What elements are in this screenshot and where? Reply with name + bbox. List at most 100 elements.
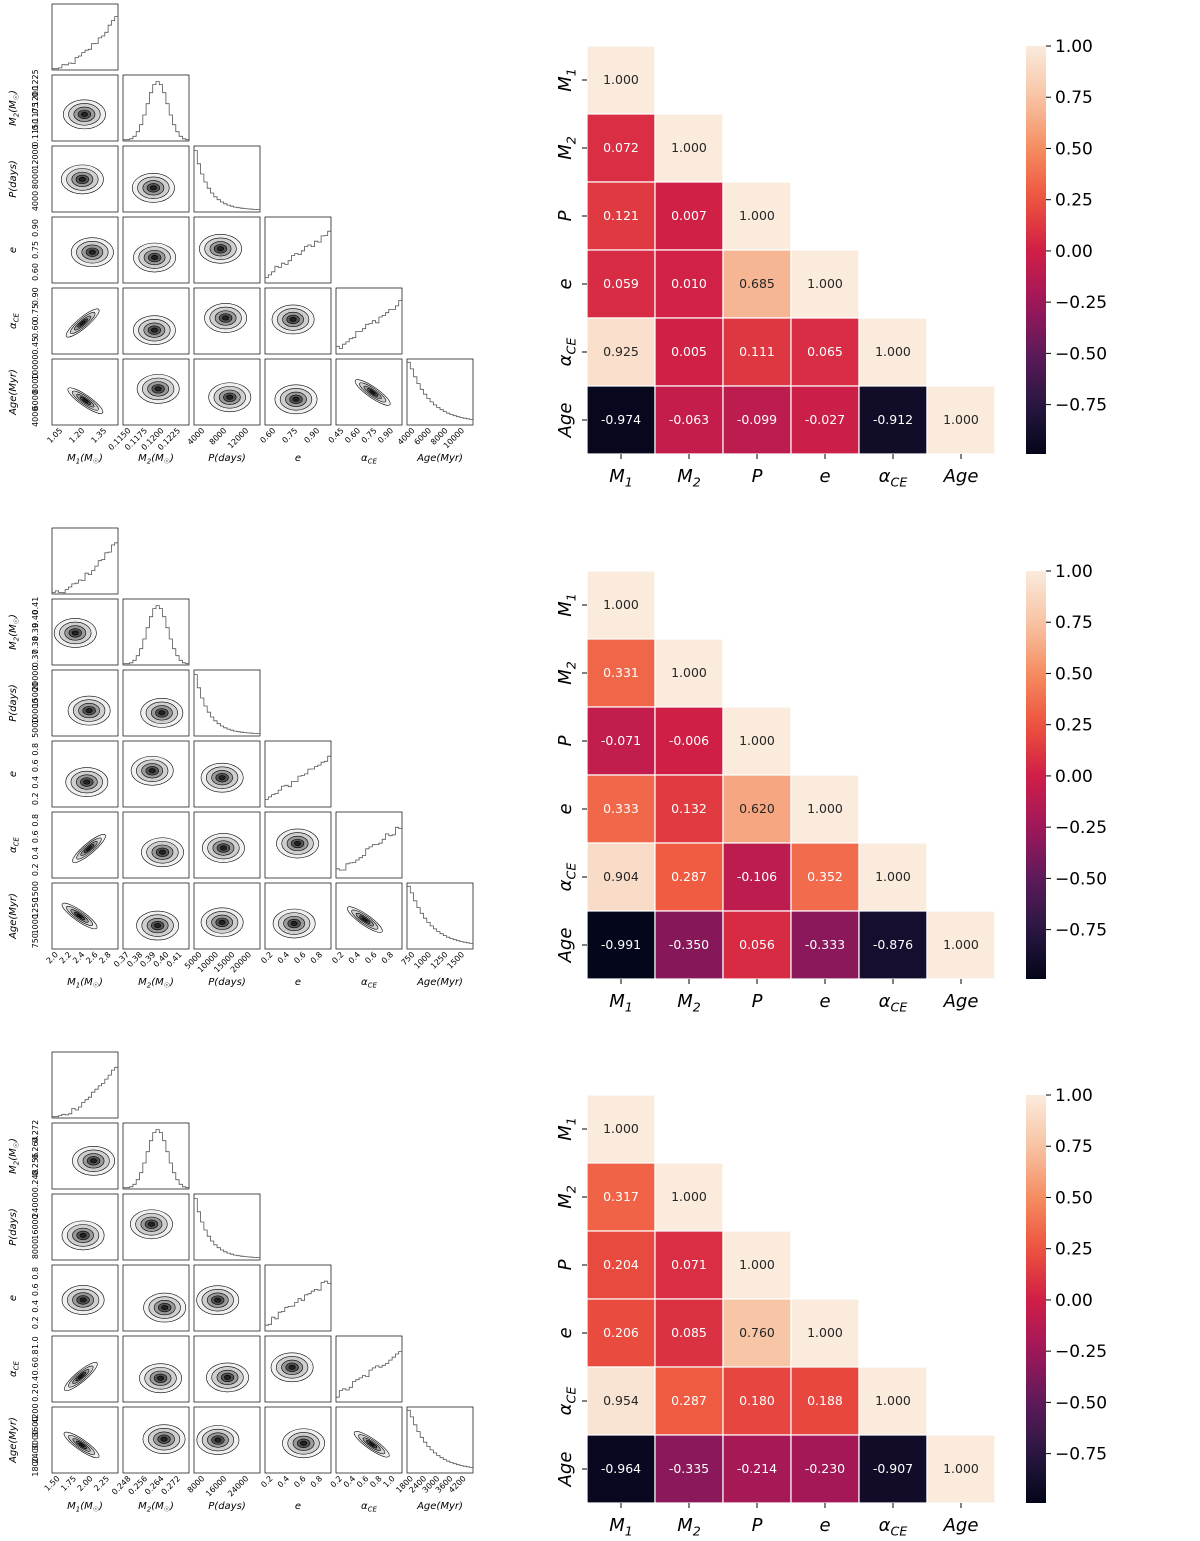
- heatmap-xlabel: M2​: [677, 466, 701, 490]
- corner-xtick: 1.50: [43, 1474, 62, 1493]
- colorbar-tick: −0.75: [1055, 921, 1107, 941]
- corner-cell: [122, 598, 190, 666]
- heatmap-ylabel: M1​: [555, 593, 579, 617]
- heatmap-value: 1.000: [603, 597, 639, 612]
- corner-ytick: 0.2: [31, 1389, 40, 1402]
- corner-cell: [335, 287, 403, 355]
- heatmap-ylabel: M2​: [555, 1185, 579, 1209]
- heatmap-value: 0.331: [603, 665, 639, 680]
- corner-cell: [51, 74, 119, 142]
- density-contour: [289, 316, 297, 322]
- heatmap-xlabel: M2​: [677, 991, 701, 1015]
- corner-xlabel: M1​(M☉​): [67, 977, 103, 990]
- corner-ytick: 750: [31, 933, 40, 948]
- corner-cell: [122, 1193, 190, 1261]
- heatmap-xlabel: P: [752, 466, 763, 487]
- density-contour: [300, 1440, 308, 1446]
- corner-xlabel: M1​(M☉​): [67, 1501, 103, 1514]
- density-contour: [79, 320, 86, 326]
- corner-frame: [51, 3, 119, 71]
- heatmap-value: 0.352: [807, 869, 843, 884]
- histogram: [406, 885, 474, 949]
- corner-cell: [193, 287, 261, 355]
- corner-xtick: 1500: [445, 950, 466, 971]
- corner-ylabel: P(days): [8, 1208, 19, 1245]
- density-contour: [226, 394, 234, 400]
- corner-cell: [264, 1264, 332, 1332]
- colorbar-tick: 0.50: [1055, 664, 1093, 684]
- heatmap-cell: [654, 774, 724, 844]
- corner-frame: [406, 358, 474, 426]
- corner-frame: [264, 216, 332, 284]
- heatmap-cell: [722, 181, 792, 251]
- heatmap-value: 1.000: [943, 1461, 979, 1476]
- corner-cell: [335, 811, 403, 879]
- corner-xlabel: M2​(M☉​): [138, 977, 174, 990]
- heatmap-cell: [790, 774, 860, 844]
- corner-ytick: 0.75: [31, 241, 40, 259]
- corner-ytick: 0.6: [31, 1283, 40, 1296]
- density-contour: [369, 390, 376, 395]
- heatmap-cell: [858, 910, 928, 980]
- density-contour: [78, 1442, 85, 1448]
- corner-cell: [264, 811, 332, 879]
- density-contour: [150, 327, 158, 333]
- heatmap-value: -0.099: [737, 412, 777, 427]
- corner-cell: [122, 145, 190, 213]
- heatmap-cell: [586, 1230, 656, 1300]
- corner-frame: [335, 811, 403, 879]
- corner-cell: [335, 1406, 403, 1474]
- heatmap-cell: [654, 1162, 724, 1232]
- density-contour: [214, 1297, 222, 1303]
- corner-xlabel: M2​(M☉​): [138, 453, 174, 466]
- corner-cell: [51, 145, 119, 213]
- corner-xtick: 2.6: [84, 950, 99, 965]
- heatmap-value: 0.206: [603, 1325, 639, 1340]
- heatmap-xlabel: αCE​: [879, 466, 908, 490]
- heatmap-cell: [654, 249, 724, 319]
- corner-ytick: 0.39: [31, 623, 40, 641]
- corner-xtick: 0.2: [330, 950, 345, 965]
- corner-cell: [264, 358, 332, 426]
- corner-ytick: 2400: [31, 1443, 40, 1463]
- corner-ytick: 0.90: [31, 287, 40, 305]
- corner-plot-1: M2​(M☉​)0.11500.11750.12000.1225P(days)4…: [8, 3, 474, 466]
- colorbar-tick: −0.75: [1055, 396, 1107, 416]
- heatmap-value: 1.000: [943, 937, 979, 952]
- corner-ytick: 0.41: [31, 597, 40, 615]
- corner-ytick: 4000: [31, 407, 40, 427]
- density-contour: [71, 630, 79, 636]
- heatmap-cell: [586, 706, 656, 776]
- heatmap-cell: [654, 317, 724, 387]
- corner-xtick: 0.8: [368, 1474, 383, 1489]
- corner-ytick: 1500: [31, 881, 40, 901]
- corner-frame: [51, 1406, 119, 1474]
- corner-xtick: 1.75: [59, 1474, 78, 1493]
- corner-xlabel: Age(Myr): [416, 977, 463, 988]
- corner-xtick: 0.4: [276, 950, 291, 965]
- histogram: [264, 230, 332, 283]
- corner-ylabel: αCE​: [8, 312, 21, 328]
- corner-cell: [122, 358, 190, 426]
- corner-ytick: 10000: [31, 355, 40, 380]
- heatmap-2: 1.000 0.331 1.000 -0.071 -0.006 1.000 0.333 0.1…: [555, 562, 1107, 1015]
- corner-cell: [122, 1264, 190, 1332]
- corner-ytick: 20000: [31, 666, 40, 691]
- corner-cell: [51, 1193, 119, 1261]
- corner-cell: [264, 1406, 332, 1474]
- corner-ylabel: e: [8, 771, 19, 777]
- heatmap-cell: [722, 1230, 792, 1300]
- corner-cell: [406, 1406, 474, 1474]
- heatmap-cell: [790, 385, 860, 455]
- corner-cell: [335, 358, 403, 426]
- heatmap-value: 0.007: [671, 208, 707, 223]
- colorbar-tick: 0.75: [1055, 88, 1093, 108]
- corner-xtick: 0.60: [258, 426, 277, 445]
- density-contour: [292, 396, 300, 402]
- heatmap-cell: [654, 385, 724, 455]
- heatmap-xlabel: Age: [943, 466, 979, 487]
- density-contour: [79, 1232, 87, 1238]
- corner-xtick: 2.4: [71, 950, 86, 965]
- density-contour: [222, 315, 230, 321]
- heatmap-ylabel: Age: [555, 928, 576, 964]
